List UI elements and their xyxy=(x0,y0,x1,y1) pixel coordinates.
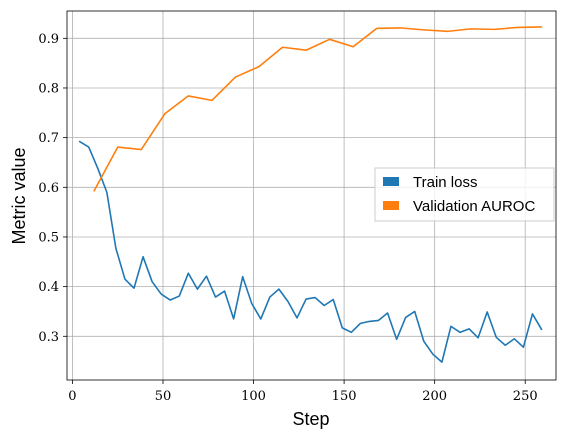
series-lines xyxy=(78,26,543,363)
y-tick-label: 0.7 xyxy=(38,131,59,146)
y-tick-label: 0.9 xyxy=(38,32,59,47)
y-axis-label: Metric value xyxy=(9,147,29,244)
x-tick-label: 200 xyxy=(422,389,447,404)
legend-swatch-validation-auroc xyxy=(383,201,399,210)
y-tick-label: 0.3 xyxy=(38,330,59,345)
legend-label-train-loss: Train loss xyxy=(413,174,477,191)
legend-swatch-train-loss xyxy=(383,177,399,186)
x-tick-labels: 0 50 100 150 200 250 xyxy=(68,389,537,404)
series-line-validation-auroc xyxy=(93,26,543,192)
y-tick-label: 0.5 xyxy=(38,230,59,245)
y-tick-label: 0.6 xyxy=(38,181,59,196)
plot-frame xyxy=(66,10,557,381)
x-tick-label: 150 xyxy=(332,389,357,404)
x-axis-label: Step xyxy=(292,409,329,429)
legend-label-validation-auroc: Validation AUROC xyxy=(413,198,535,215)
x-tick-label: 100 xyxy=(241,389,266,404)
axis-ticks xyxy=(63,37,526,384)
x-tick-label: 50 xyxy=(155,389,172,404)
x-tick-label: 0 xyxy=(68,389,76,404)
legend-frame xyxy=(374,167,555,222)
y-tick-label: 0.4 xyxy=(38,280,59,295)
y-tick-label: 0.8 xyxy=(38,81,59,96)
y-tick-labels: 0.3 0.4 0.5 0.6 0.7 0.8 0.9 xyxy=(38,32,59,345)
series-line-train-loss xyxy=(78,140,543,363)
x-tick-label: 250 xyxy=(513,389,538,404)
legend: Train loss Validation AUROC xyxy=(374,167,555,222)
